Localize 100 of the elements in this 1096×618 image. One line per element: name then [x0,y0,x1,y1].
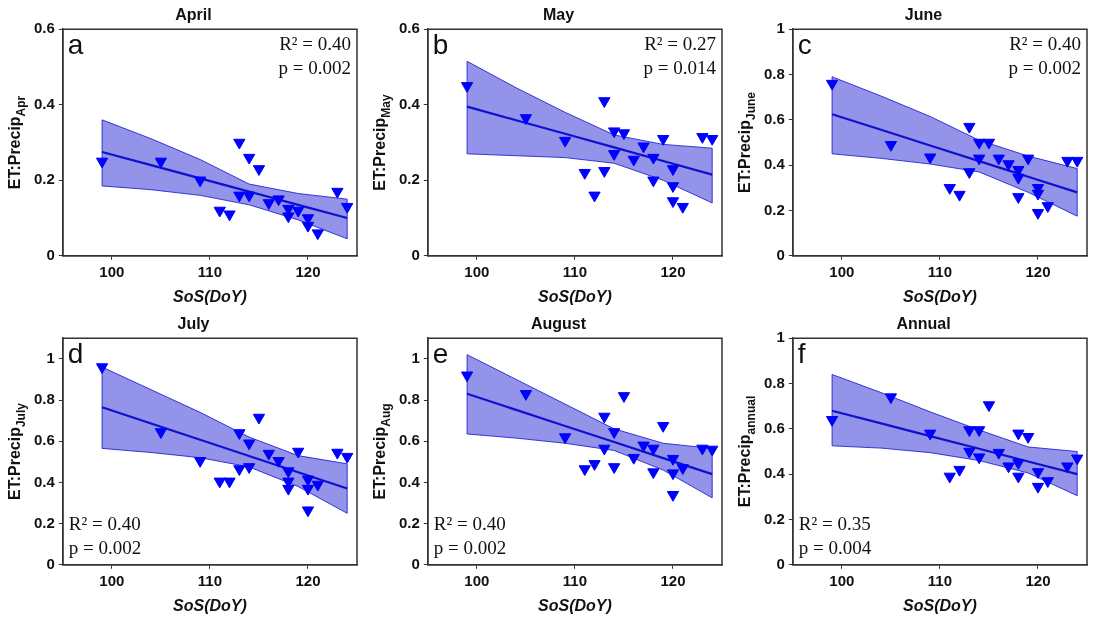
point [282,467,295,479]
point [617,392,631,403]
point [608,428,621,439]
point [973,138,986,150]
y-tick-label: 0.2 [763,200,785,218]
point [154,157,168,169]
y-tick-label: 0.8 [398,390,420,408]
y-tick-label: 0.2 [763,509,785,527]
x-axis-title: SoS(DoY) [538,287,612,305]
point [282,484,295,496]
point [953,465,966,477]
x-tick-label: 100 [464,571,490,589]
point [657,134,670,146]
x-axis-title: SoS(DoY) [903,287,977,305]
point [282,212,295,224]
y-tick-label: 0.4 [398,94,421,112]
y-tick-label: 1 [776,328,785,346]
point [1031,189,1045,201]
point [301,506,315,518]
y-tick-label: 1 [411,348,420,366]
point [154,428,168,439]
y-tick-label: 0.8 [763,373,785,391]
point [1012,472,1025,484]
point [1071,156,1084,168]
x-tick-label: 100 [99,571,125,589]
point [1022,433,1035,444]
point [973,154,986,166]
annotation: p = 0.004 [798,537,872,559]
point [311,229,324,241]
point [243,153,256,165]
annotation: b [432,28,449,60]
point [676,202,689,214]
y-tick-label: 0.8 [763,64,785,82]
point [331,187,344,199]
point [666,491,680,502]
point [1061,156,1074,168]
annotation: c [797,28,812,60]
x-tick-label: 100 [829,262,855,280]
point [292,447,305,459]
point [1061,462,1074,474]
point [963,122,976,134]
point [272,457,285,468]
x-tick-label: 120 [1025,262,1051,280]
annotation: R² = 0.40 [433,513,506,535]
point [963,447,976,459]
x-axis-title: SoS(DoY) [173,287,247,305]
point [973,453,986,465]
point [301,484,315,496]
point [992,154,1005,166]
point [1031,468,1045,479]
point [666,454,680,466]
x-axis-title: SoS(DoY) [173,596,247,614]
y-tick-label: 0.4 [763,155,786,173]
annotation: p = 0.002 [1008,56,1081,78]
x-tick-label: 120 [1025,571,1051,589]
point [1012,459,1025,470]
y-tick-label: 0 [776,245,785,263]
point [943,184,956,195]
annotation: a [67,28,84,60]
point [963,168,976,179]
point [627,453,640,465]
point [519,114,533,125]
chart-title: June [904,6,943,24]
x-tick-label: 120 [295,262,321,280]
y-tick-label: 0.2 [33,513,55,531]
point [884,141,898,152]
point [95,157,109,169]
point [341,452,354,464]
point [233,465,246,477]
point [884,393,898,405]
chart-title: Annual [896,315,951,333]
point [578,168,591,180]
point [233,138,246,150]
y-axis-title: ET:PrecipJuly [6,402,29,500]
point [1012,429,1025,441]
x-tick-label: 110 [562,262,588,280]
y-tick-label: 0.6 [398,431,420,449]
point [95,363,109,375]
point [963,426,976,437]
point [558,433,572,445]
point [1002,160,1015,172]
x-tick-label: 110 [562,571,588,589]
annotation: R² = 0.27 [644,32,716,54]
y-tick-label: 0 [776,554,785,572]
y-tick-label: 0.6 [33,431,55,449]
point [923,429,937,441]
annotation: R² = 0.40 [1009,32,1081,54]
point [696,444,709,456]
point [460,82,474,93]
y-axis-title: ET:PrecipAug [371,403,394,500]
x-tick-label: 110 [927,262,953,280]
x-axis-title: SoS(DoY) [538,596,612,614]
y-axis-title: ET:Precipannual [736,395,759,508]
y-axis-title: ET:PrecipMay [371,94,394,191]
point [262,199,275,210]
point [243,439,256,451]
x-tick-label: 110 [197,571,223,589]
point [341,202,354,214]
point [647,468,660,480]
point [666,165,680,176]
